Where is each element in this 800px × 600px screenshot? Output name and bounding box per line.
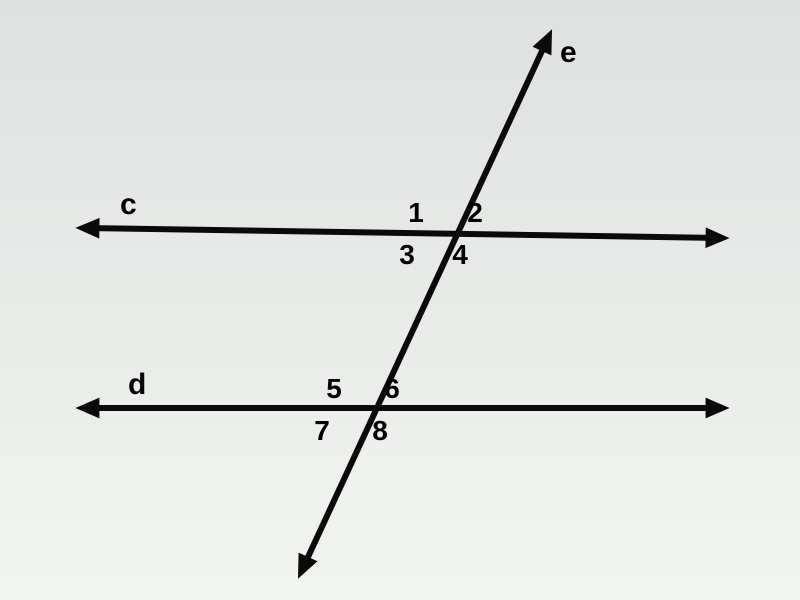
angle-label-3: 3 — [399, 239, 415, 270]
line-label-d: d — [128, 368, 146, 401]
angle-label-1: 1 — [408, 197, 424, 228]
angle-label-7: 7 — [314, 415, 330, 446]
diagram-canvas: c d e 1 2 3 4 5 6 7 8 — [0, 0, 800, 600]
angle-label-5: 5 — [326, 373, 342, 404]
angle-label-6: 6 — [384, 373, 400, 404]
angle-label-2: 2 — [467, 197, 483, 228]
angle-label-4: 4 — [452, 239, 468, 270]
angle-label-8: 8 — [372, 415, 388, 446]
line-label-e: e — [560, 36, 577, 69]
line-label-c: c — [120, 188, 137, 221]
